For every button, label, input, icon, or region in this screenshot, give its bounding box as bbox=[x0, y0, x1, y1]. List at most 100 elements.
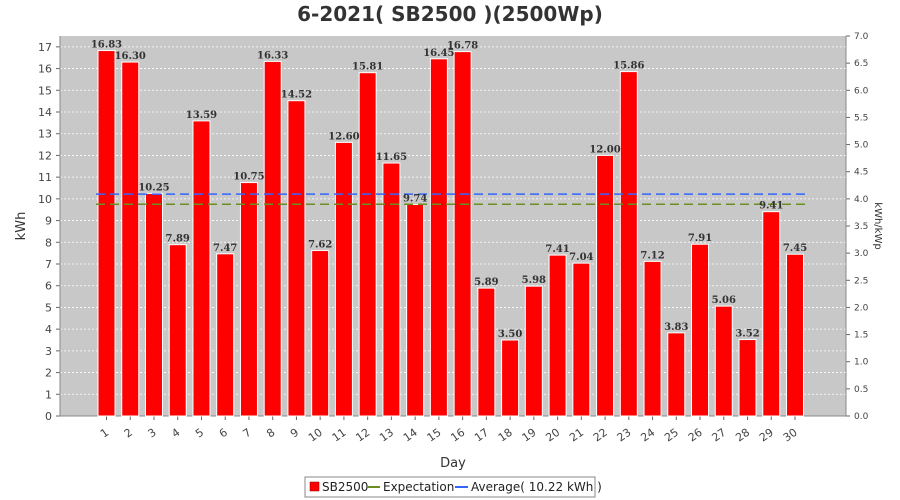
value-label-day-15: 16.45 bbox=[423, 48, 454, 59]
value-label-day-14: 9.74 bbox=[403, 194, 427, 205]
bar-day-24 bbox=[643, 260, 662, 417]
value-label-day-16: 16.78 bbox=[447, 41, 478, 52]
bar-day-29 bbox=[762, 211, 781, 417]
y2-tick-label-3.5: 3.5 bbox=[854, 222, 868, 232]
value-label-day-30: 7.45 bbox=[783, 243, 807, 254]
value-label-day-19: 5.98 bbox=[522, 275, 546, 286]
x-tick-label-3: 3 bbox=[146, 426, 159, 441]
value-label-day-1: 16.83 bbox=[91, 40, 122, 51]
x-tick-label-26: 26 bbox=[686, 426, 705, 445]
bar-day-12 bbox=[358, 72, 377, 417]
bar-day-2 bbox=[121, 61, 140, 417]
x-axis-label: Day bbox=[440, 456, 466, 471]
value-label-day-5: 13.59 bbox=[186, 110, 217, 121]
y-tick-label-7: 7 bbox=[45, 258, 52, 271]
value-label-day-18: 3.50 bbox=[498, 329, 522, 340]
bar-day-7 bbox=[239, 182, 258, 417]
value-label-day-11: 12.60 bbox=[328, 131, 359, 142]
y2-axis-label: kWh/kWp bbox=[872, 202, 883, 249]
bar-day-23 bbox=[619, 71, 638, 417]
x-tick-label-6: 6 bbox=[217, 426, 230, 441]
y-tick-label-14: 14 bbox=[38, 106, 52, 119]
bar-day-16 bbox=[453, 51, 472, 417]
value-label-day-22: 12.00 bbox=[589, 144, 620, 155]
x-tick-label-7: 7 bbox=[240, 426, 253, 441]
value-label-day-4: 7.89 bbox=[166, 234, 190, 245]
value-label-day-27: 5.06 bbox=[712, 295, 736, 306]
value-label-day-17: 5.89 bbox=[474, 277, 498, 288]
value-label-day-26: 7.91 bbox=[688, 233, 712, 244]
y2-tick-label-2.5: 2.5 bbox=[854, 276, 868, 286]
legend-box bbox=[304, 476, 596, 498]
bar-day-15 bbox=[429, 58, 448, 417]
bar-day-19 bbox=[524, 285, 543, 417]
x-tick-label-23: 23 bbox=[615, 426, 634, 445]
value-label-day-13: 11.65 bbox=[376, 152, 407, 163]
y2-tick-label-0.0: 0.0 bbox=[854, 412, 869, 422]
value-label-day-8: 16.33 bbox=[257, 50, 288, 61]
value-label-day-29: 9.41 bbox=[759, 201, 783, 212]
value-label-day-21: 7.04 bbox=[569, 252, 593, 263]
bar-day-3 bbox=[144, 192, 163, 417]
x-tick-label-9: 9 bbox=[288, 426, 301, 441]
bar-day-30 bbox=[786, 253, 804, 417]
y2-tick-label-1.0: 1.0 bbox=[854, 358, 869, 368]
x-tick-label-21: 21 bbox=[567, 426, 586, 445]
y-tick-label-16: 16 bbox=[38, 63, 52, 76]
y-tick-label-15: 15 bbox=[38, 84, 52, 97]
y2-tick-label-4.0: 4.0 bbox=[854, 195, 869, 205]
bar-day-6 bbox=[216, 253, 235, 417]
x-tick-label-25: 25 bbox=[662, 426, 681, 445]
legend-swatch-sb2500 bbox=[309, 481, 320, 492]
x-tick-label-17: 17 bbox=[472, 426, 491, 445]
y2-tick-label-0.5: 0.5 bbox=[854, 385, 868, 395]
value-label-day-10: 7.62 bbox=[308, 240, 332, 251]
y-tick-label-11: 11 bbox=[38, 171, 52, 184]
value-label-day-3: 10.25 bbox=[138, 182, 169, 193]
y-tick-label-8: 8 bbox=[45, 236, 52, 249]
bar-day-10 bbox=[311, 250, 330, 417]
y2-tick-label-5.5: 5.5 bbox=[854, 113, 868, 123]
y2-tick-label-6.0: 6.0 bbox=[854, 86, 869, 96]
bar-day-17 bbox=[477, 287, 496, 417]
value-label-day-7: 10.75 bbox=[233, 172, 264, 183]
value-label-day-9: 14.52 bbox=[281, 90, 312, 101]
bar-day-14 bbox=[406, 204, 425, 417]
y2-tick-label-7.0: 7.0 bbox=[854, 32, 869, 42]
bar-day-28 bbox=[738, 339, 757, 417]
bar-day-9 bbox=[287, 100, 306, 417]
x-tick-label-13: 13 bbox=[377, 426, 396, 445]
x-tick-label-15: 15 bbox=[425, 426, 444, 445]
value-label-day-28: 3.52 bbox=[735, 329, 759, 340]
x-tick-label-5: 5 bbox=[193, 426, 206, 441]
chart-title: 6-2021( SB2500 )(2500Wp) bbox=[297, 2, 603, 26]
legend-label-sb2500: SB2500 bbox=[322, 480, 368, 494]
y-tick-label-3: 3 bbox=[45, 345, 52, 358]
value-label-day-24: 7.12 bbox=[640, 250, 664, 261]
value-label-day-12: 15.81 bbox=[352, 62, 383, 73]
y-tick-label-5: 5 bbox=[45, 301, 52, 314]
bar-day-20 bbox=[548, 254, 567, 417]
bar-day-25 bbox=[667, 332, 686, 417]
x-tick-label-20: 20 bbox=[543, 426, 562, 445]
value-label-day-6: 7.47 bbox=[213, 243, 237, 254]
bar-day-27 bbox=[714, 305, 733, 417]
y2-tick-label-1.5: 1.5 bbox=[854, 331, 868, 341]
bar-day-21 bbox=[572, 262, 591, 417]
y-tick-label-9: 9 bbox=[45, 215, 52, 228]
bar-day-13 bbox=[382, 162, 401, 417]
value-label-day-25: 3.83 bbox=[664, 322, 688, 333]
y-tick-label-17: 17 bbox=[38, 41, 52, 54]
bar-day-8 bbox=[263, 60, 282, 417]
x-tick-label-18: 18 bbox=[496, 426, 515, 445]
x-tick-label-12: 12 bbox=[353, 426, 372, 445]
y-tick-label-13: 13 bbox=[38, 128, 52, 141]
x-tick-label-14: 14 bbox=[401, 426, 420, 445]
value-label-day-2: 16.30 bbox=[115, 51, 146, 62]
x-tick-label-29: 29 bbox=[757, 426, 776, 445]
x-tick-label-24: 24 bbox=[638, 426, 657, 445]
x-tick-label-10: 10 bbox=[306, 426, 325, 445]
bar-day-26 bbox=[691, 243, 710, 417]
bar-day-11 bbox=[334, 141, 353, 417]
